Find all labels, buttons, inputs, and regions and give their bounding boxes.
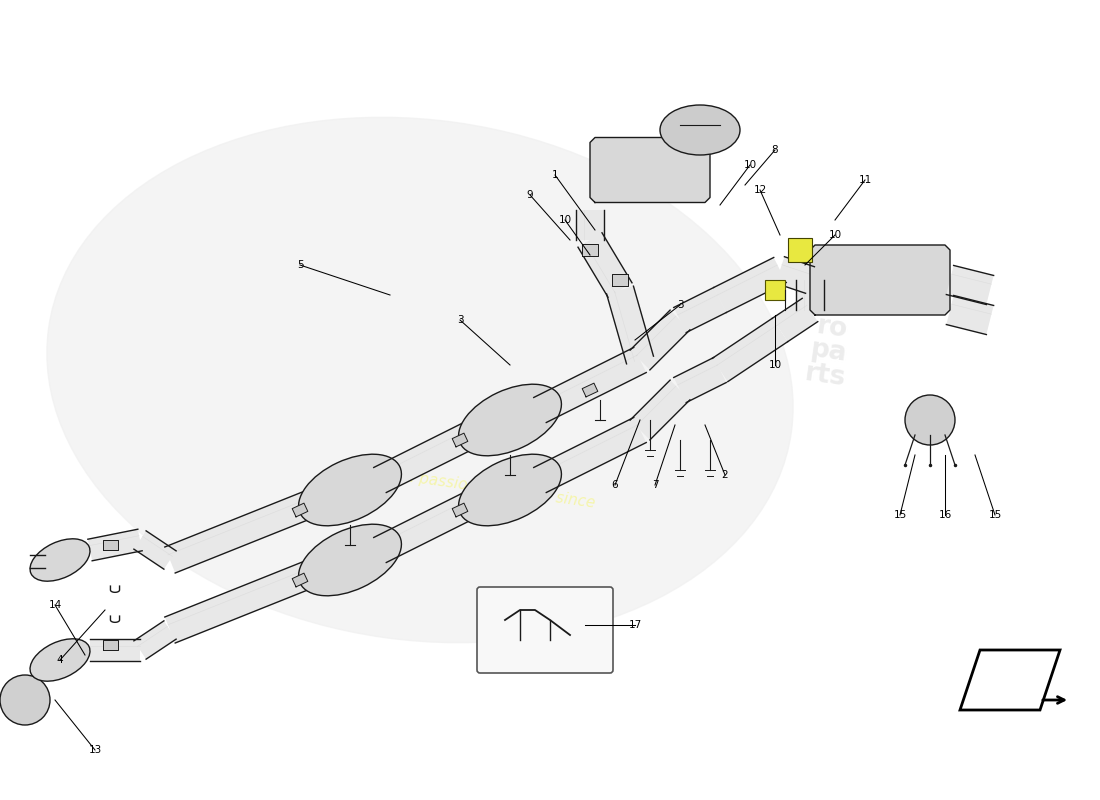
- Polygon shape: [776, 257, 814, 294]
- Polygon shape: [606, 286, 653, 364]
- Ellipse shape: [459, 384, 561, 456]
- Polygon shape: [293, 503, 308, 517]
- Polygon shape: [165, 487, 326, 573]
- Text: 9: 9: [527, 190, 534, 200]
- Polygon shape: [134, 621, 176, 659]
- Polygon shape: [165, 557, 326, 643]
- Text: 15: 15: [989, 510, 1002, 520]
- Polygon shape: [673, 358, 726, 402]
- Text: 2: 2: [722, 470, 728, 480]
- Ellipse shape: [298, 454, 402, 526]
- Text: 10: 10: [828, 230, 842, 240]
- Text: 5: 5: [297, 260, 304, 270]
- Text: 12: 12: [754, 185, 767, 195]
- Text: 17: 17: [628, 620, 641, 630]
- Polygon shape: [102, 540, 118, 550]
- Polygon shape: [810, 245, 950, 315]
- Text: 8: 8: [772, 145, 779, 155]
- Ellipse shape: [30, 639, 90, 681]
- Polygon shape: [714, 258, 786, 313]
- Polygon shape: [90, 639, 140, 661]
- Bar: [764, 280, 785, 300]
- Polygon shape: [534, 418, 647, 493]
- Ellipse shape: [30, 539, 90, 581]
- Text: 10: 10: [769, 360, 782, 370]
- Polygon shape: [293, 573, 308, 587]
- Ellipse shape: [905, 395, 955, 445]
- Polygon shape: [576, 210, 604, 240]
- Ellipse shape: [298, 524, 402, 596]
- Polygon shape: [630, 380, 690, 440]
- Text: 10: 10: [559, 215, 572, 225]
- Polygon shape: [946, 266, 993, 305]
- Text: a passion for parts  since: a passion for parts since: [404, 470, 596, 510]
- Polygon shape: [772, 298, 817, 342]
- Ellipse shape: [0, 675, 50, 725]
- Polygon shape: [796, 280, 824, 310]
- Polygon shape: [374, 418, 486, 493]
- Ellipse shape: [459, 454, 561, 526]
- Text: 6: 6: [612, 480, 618, 490]
- Text: 14: 14: [48, 600, 62, 610]
- Text: eu
ro
pa
rts: eu ro pa rts: [803, 289, 857, 391]
- Text: 11: 11: [858, 175, 871, 185]
- Polygon shape: [452, 503, 468, 517]
- FancyBboxPatch shape: [477, 587, 613, 673]
- Polygon shape: [578, 233, 632, 298]
- Text: 1: 1: [552, 170, 559, 180]
- Polygon shape: [582, 383, 597, 397]
- Polygon shape: [374, 487, 486, 562]
- Text: 4: 4: [57, 655, 64, 665]
- Polygon shape: [452, 433, 468, 447]
- Polygon shape: [673, 287, 726, 333]
- Polygon shape: [582, 245, 598, 256]
- Polygon shape: [590, 138, 710, 202]
- Polygon shape: [630, 310, 690, 370]
- Polygon shape: [102, 640, 118, 650]
- Ellipse shape: [660, 105, 740, 155]
- Polygon shape: [612, 274, 628, 286]
- Text: 7: 7: [651, 480, 658, 490]
- Text: 3: 3: [676, 300, 683, 310]
- Text: 16: 16: [938, 510, 952, 520]
- Polygon shape: [712, 318, 788, 382]
- Bar: [788, 238, 812, 262]
- Polygon shape: [946, 295, 993, 334]
- Polygon shape: [534, 347, 647, 422]
- Text: 15: 15: [893, 510, 906, 520]
- Text: 3: 3: [456, 315, 463, 325]
- Ellipse shape: [47, 118, 793, 642]
- Text: 13: 13: [88, 745, 101, 755]
- Polygon shape: [134, 531, 176, 569]
- Polygon shape: [88, 530, 142, 561]
- Text: 10: 10: [744, 160, 757, 170]
